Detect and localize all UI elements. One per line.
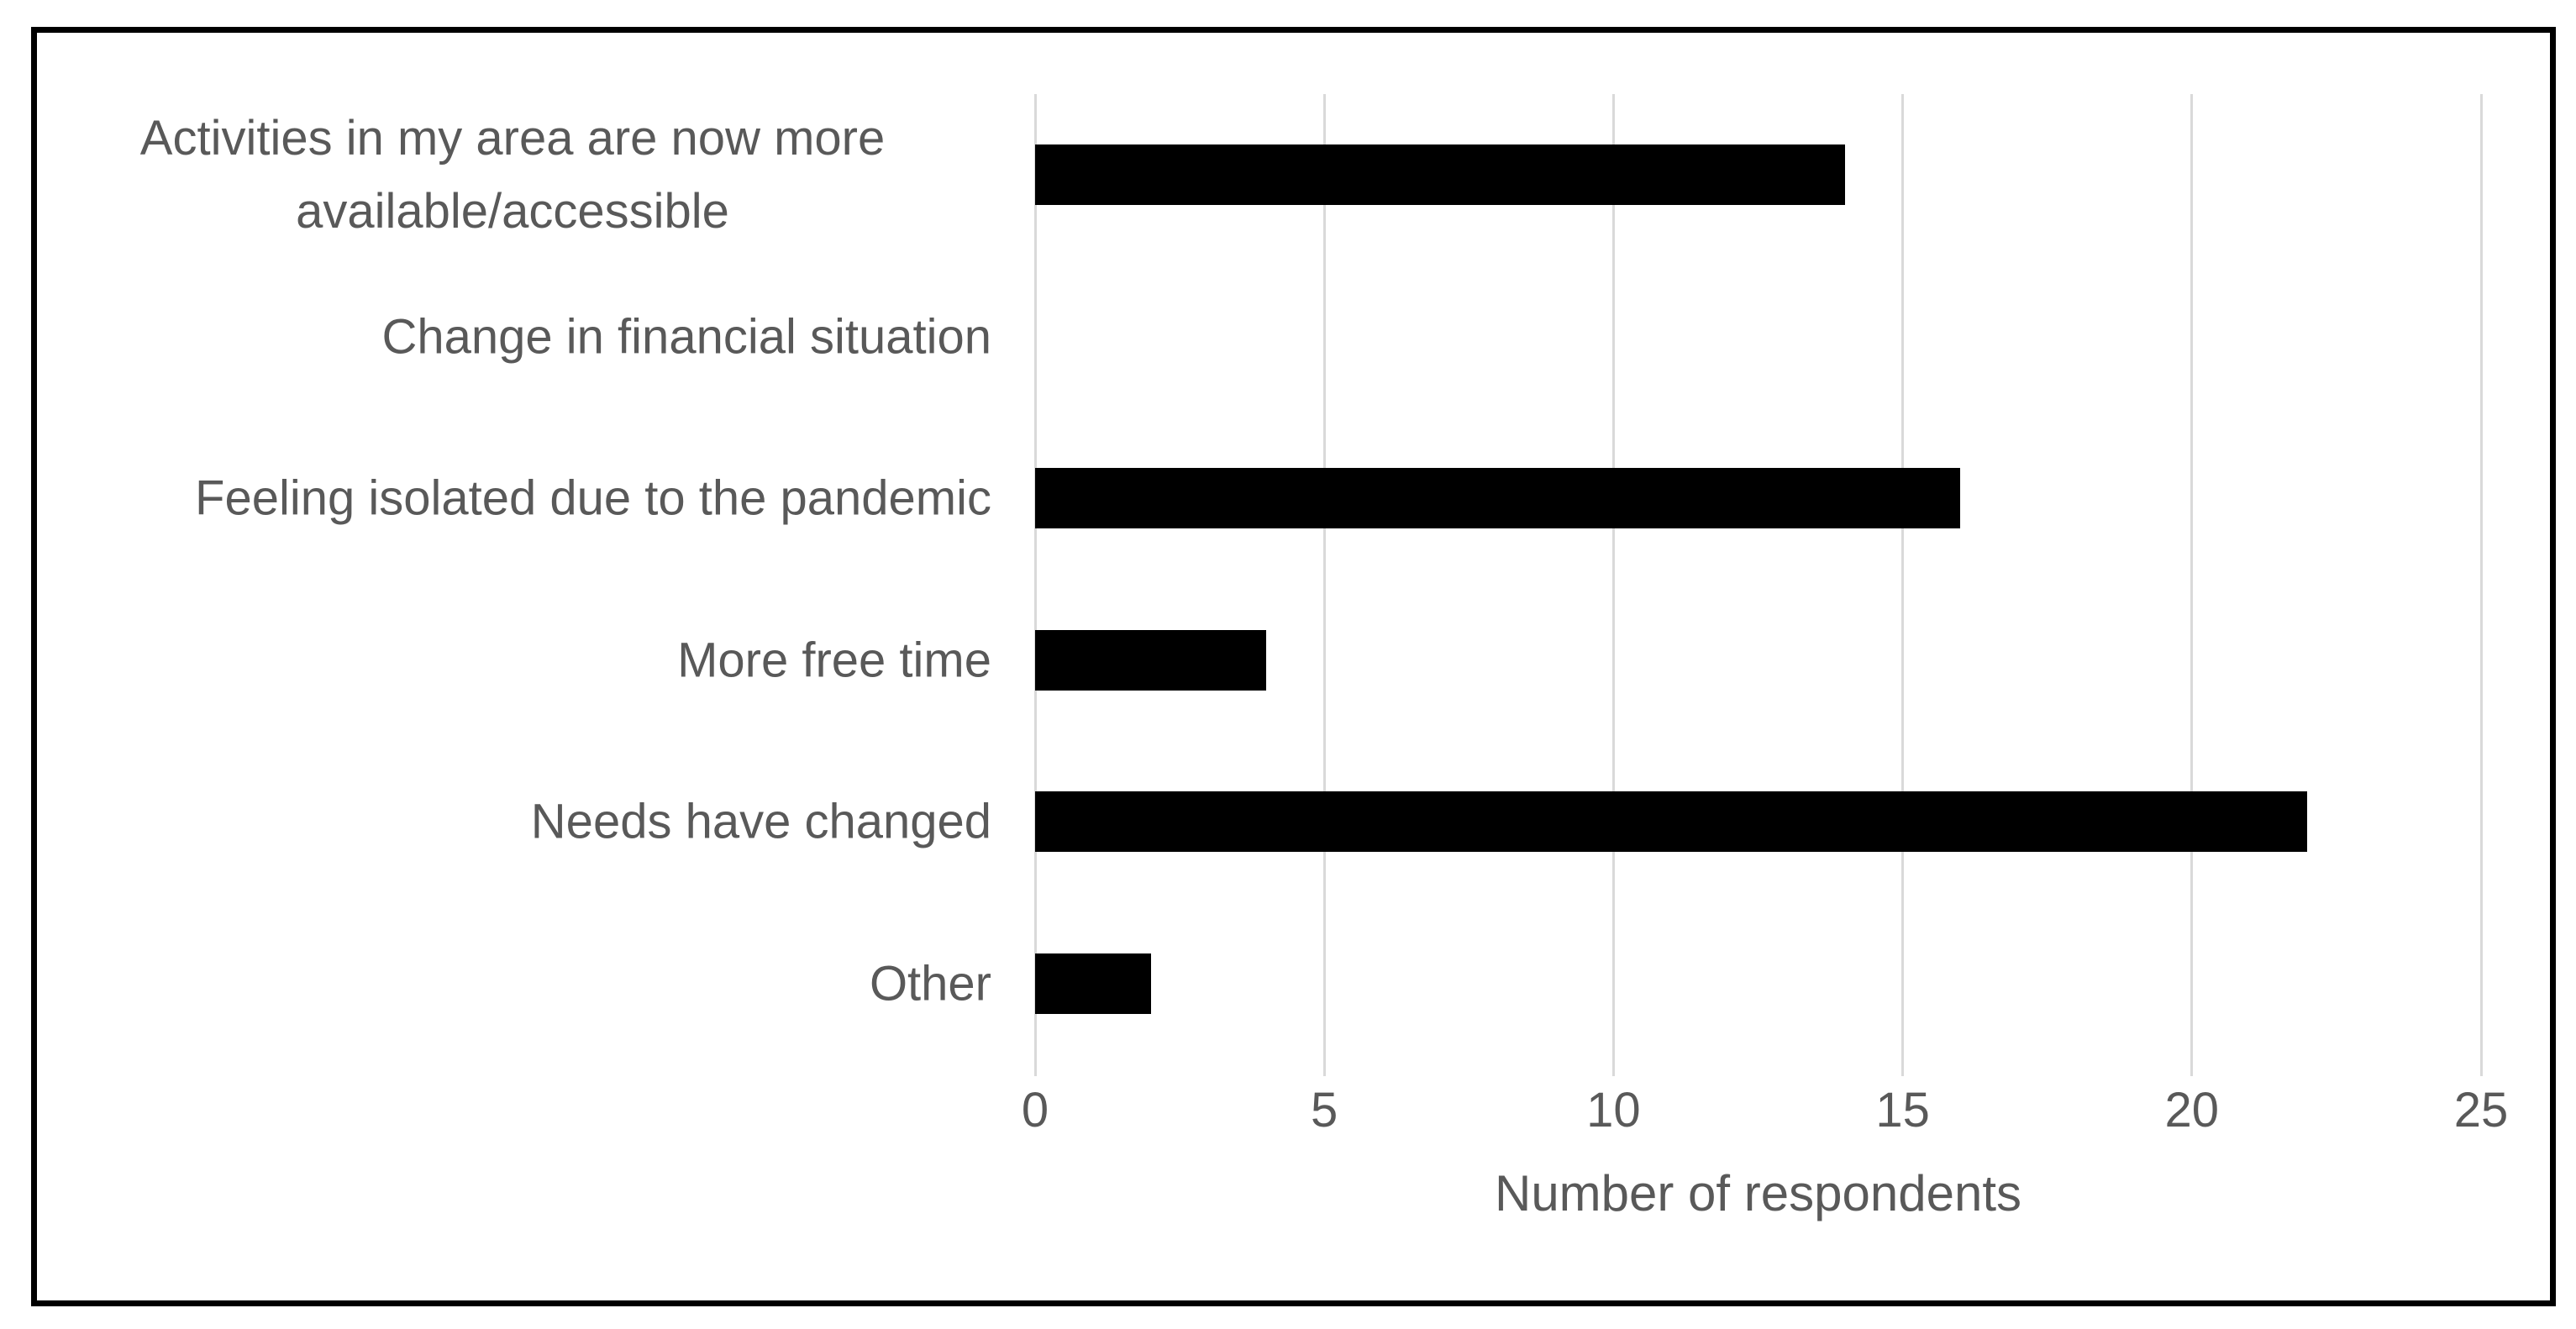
bar xyxy=(1035,468,1961,529)
category-label-text: More free time xyxy=(677,633,991,688)
gridline xyxy=(1901,94,1905,1064)
plot-area xyxy=(1033,94,2483,1076)
x-tick-mark xyxy=(1322,1064,1326,1076)
x-tick-mark xyxy=(1611,1064,1615,1076)
category-label: More free time xyxy=(25,623,991,696)
category-label-text: Feeling isolated due to the pandemic xyxy=(195,470,991,526)
category-label: Activities in my area are now more avail… xyxy=(25,102,991,248)
chart-frame xyxy=(31,27,2556,1306)
x-tick-label: 15 xyxy=(1875,1083,1930,1137)
x-axis-title: Number of respondents xyxy=(1494,1165,2021,1221)
gridline xyxy=(2479,94,2483,1064)
x-tick-mark xyxy=(2479,1064,2483,1076)
bar xyxy=(1035,629,1267,691)
x-tick-mark xyxy=(1033,1064,1037,1076)
x-tick-label: 10 xyxy=(1586,1083,1641,1137)
bar xyxy=(1035,791,2308,853)
x-tick-label: 25 xyxy=(2453,1083,2509,1137)
x-tick-label: 0 xyxy=(1021,1083,1049,1137)
category-label-text: Needs have changed xyxy=(530,794,991,849)
gridline xyxy=(1322,94,1326,1064)
x-tick-label: 20 xyxy=(2164,1083,2220,1137)
bar xyxy=(1035,144,1845,206)
category-label: Other xyxy=(25,947,991,1020)
x-tick-mark xyxy=(2190,1064,2194,1076)
category-label: Change in financial situation xyxy=(25,300,991,373)
gridline xyxy=(1033,94,1037,1064)
category-label: Feeling isolated due to the pandemic xyxy=(25,462,991,535)
category-label-text: Activities in my area are now more avail… xyxy=(139,111,886,239)
category-label-text: Change in financial situation xyxy=(381,309,991,365)
category-label: Needs have changed xyxy=(25,785,991,859)
category-label-text: Other xyxy=(869,956,991,1011)
x-tick-mark xyxy=(1901,1064,1905,1076)
x-tick-label: 5 xyxy=(1311,1083,1338,1137)
bar xyxy=(1035,953,1151,1014)
gridline xyxy=(1611,94,1615,1064)
gridline xyxy=(2190,94,2194,1064)
